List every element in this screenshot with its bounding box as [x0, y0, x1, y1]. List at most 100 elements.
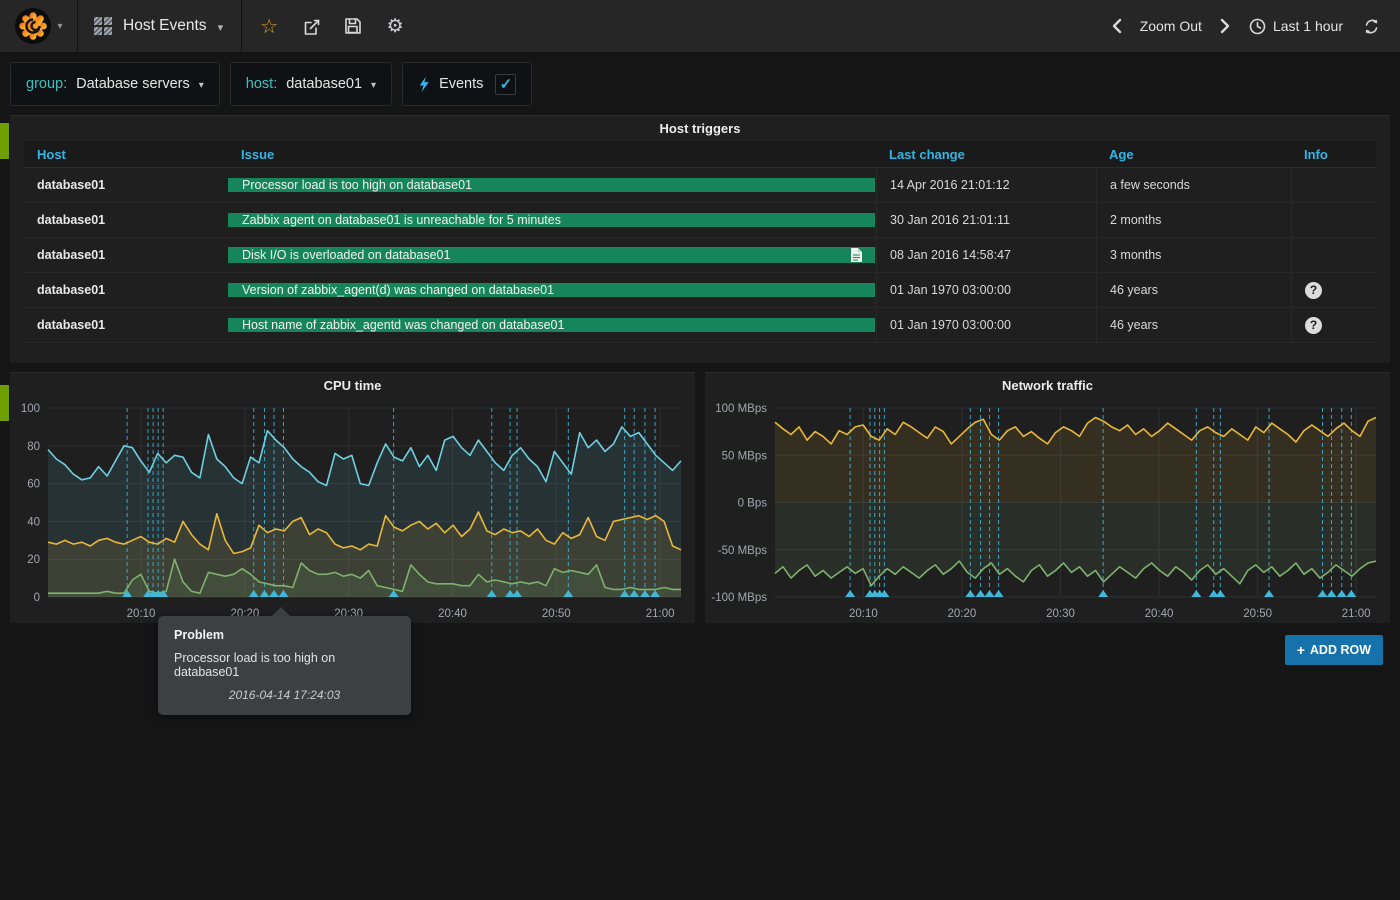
cpu-time-panel-title[interactable]: CPU time [323, 378, 382, 393]
trigger-issue-text: Processor load is too high on database01 [242, 178, 473, 192]
add-row-label: ADD ROW [1309, 643, 1371, 657]
svg-text:20:40: 20:40 [438, 608, 467, 620]
network-traffic-panel-title[interactable]: Network traffic [1001, 378, 1094, 393]
star-icon: ☆ [260, 15, 279, 38]
svg-text:21:00: 21:00 [1342, 608, 1371, 620]
variable-group-label: group: [26, 76, 68, 92]
time-shift-back-button[interactable] [1107, 12, 1126, 40]
svg-text:0 Bps: 0 Bps [738, 498, 768, 510]
column-header-issue: Issue [241, 146, 275, 162]
plus-icon: + [1296, 642, 1305, 658]
host-triggers-panel-title[interactable]: Host triggers [659, 121, 741, 136]
dashboard-picker[interactable]: Host Events ▾ [78, 0, 243, 52]
chevron-right-icon [1220, 18, 1230, 34]
trigger-info-cell: ? [1291, 273, 1376, 307]
events-toggle-label: Events [439, 76, 484, 92]
host-triggers-panel: Host triggers Host Issue Last change Age… [10, 115, 1390, 363]
grafana-menu-caret-icon: ▾ [57, 20, 63, 32]
trigger-issue-severity-pill[interactable]: Version of zabbix_agent(d) was changed o… [228, 283, 875, 297]
trigger-issue-cell: Zabbix agent on database01 is unreachabl… [228, 203, 876, 237]
column-header-age: Age [1109, 146, 1134, 162]
svg-text:20: 20 [27, 554, 40, 566]
zoom-out-button[interactable]: Zoom Out [1139, 18, 1202, 34]
svg-text:20:40: 20:40 [1145, 608, 1174, 620]
trigger-age-cell: 2 months [1096, 203, 1291, 237]
trigger-age-cell: 46 years [1096, 308, 1291, 342]
save-dashboard-button[interactable] [332, 0, 374, 52]
variable-host-value: database01 [286, 76, 363, 92]
host-triggers-table: Host Issue Last change Age Info database… [24, 141, 1376, 343]
star-dashboard-button[interactable]: ☆ [248, 0, 290, 52]
trigger-lastchange-cell: 08 Jan 2016 14:58:47 [876, 238, 1096, 272]
trigger-table-row: database01 Host name of zabbix_agentd was… [24, 308, 1376, 343]
network-traffic-panel: Network traffic -100 MBps -50 MBps 0 Bps 50… [705, 372, 1390, 623]
variable-group-dropdown[interactable]: group: Database servers ▾ [10, 62, 220, 106]
trigger-issue-text: Version of zabbix_agent(d) was changed o… [242, 283, 555, 297]
trigger-issue-severity-pill[interactable]: Host name of zabbix_agentd was changed o… [228, 318, 875, 332]
row-menu-handle[interactable] [0, 123, 9, 159]
trigger-lastchange-cell: 01 Jan 1970 03:00:00 [876, 273, 1096, 307]
trigger-issue-text: Disk I/O is overloaded on database01 [242, 248, 451, 262]
refresh-icon [1365, 19, 1378, 33]
trigger-host-cell: database01 [37, 248, 106, 262]
svg-text:20:10: 20:10 [127, 608, 156, 620]
trigger-issue-severity-pill[interactable]: Zabbix agent on database01 is unreachabl… [228, 213, 875, 227]
trigger-table-row: database01 Version of zabbix_agent(d) was… [24, 273, 1376, 308]
template-variables-bar: group: Database servers ▾ host: database… [0, 52, 1400, 115]
share-dashboard-button[interactable] [290, 0, 332, 52]
trigger-issue-severity-pill[interactable]: Processor load is too high on database01 [228, 178, 875, 192]
trigger-table-row: database01 Zabbix agent on database01 is … [24, 203, 1376, 238]
time-shift-forward-button[interactable] [1216, 12, 1235, 40]
network-traffic-chart[interactable]: -100 MBps -50 MBps 0 Bps 50 MBps 100 MBps 20:… [705, 398, 1390, 623]
chevron-down-icon: ▾ [371, 79, 377, 91]
annotation-tooltip: Problem Processor load is too high on da… [158, 607, 411, 715]
trigger-age-cell: 46 years [1096, 273, 1291, 307]
cpu-time-chart[interactable]: 0 20 40 60 80 100 20:10 20:20 20:30 20:40 20:50 21:… [10, 398, 695, 623]
svg-text:20:50: 20:50 [542, 608, 571, 620]
column-header-host: Host [37, 146, 66, 162]
trigger-lastchange-cell: 01 Jan 1970 03:00:00 [876, 308, 1096, 342]
trigger-lastchange-cell: 14 Apr 2016 21:01:12 [876, 168, 1096, 202]
svg-text:20:20: 20:20 [948, 608, 977, 620]
dashboard-caret-icon: ▾ [217, 21, 224, 34]
annotations-events-toggle[interactable]: Events ✓ [402, 62, 533, 106]
trigger-issue-text: Zabbix agent on database01 is unreachabl… [242, 213, 561, 227]
trigger-issue-cell: Processor load is too high on database01 [228, 168, 876, 202]
svg-text:20:10: 20:10 [849, 608, 878, 620]
trigger-issue-cell: Host name of zabbix_agentd was changed o… [228, 308, 876, 342]
time-range-picker[interactable]: Last 1 hour [1249, 18, 1343, 35]
clock-icon [1249, 18, 1266, 34]
refresh-button[interactable] [1359, 12, 1384, 41]
dashboard-title: Host Events [123, 17, 207, 34]
dashboard-grid-icon [94, 17, 112, 35]
dashboard-settings-button[interactable]: ⚙ [374, 0, 416, 52]
events-checkbox[interactable]: ✓ [495, 73, 517, 95]
variable-host-dropdown[interactable]: host: database01 ▾ [229, 62, 393, 106]
trigger-table-row: database01 Processor load is too high on … [24, 168, 1376, 203]
chevron-left-icon [1112, 18, 1121, 34]
variable-host-label: host: [245, 76, 278, 92]
add-row-button[interactable]: + ADD ROW [1284, 635, 1383, 665]
trigger-table-row: database01 Disk I/O is overloaded on data… [24, 238, 1376, 273]
cpu-time-panel: CPU time 0 20 40 60 80 100 20:10 20:20 20:30 20:4… [10, 372, 695, 623]
trigger-info-cell: ? [1291, 308, 1376, 342]
tooltip-time: 2016-04-14 17:24:03 [228, 688, 341, 702]
document-icon[interactable] [850, 247, 863, 263]
grafana-menu-button[interactable]: ▾ [0, 0, 78, 52]
charts-row: CPU time 0 20 40 60 80 100 20:10 20:20 20:30 20:4… [10, 372, 1390, 623]
variable-group-value: Database servers [76, 76, 190, 92]
svg-text:60: 60 [27, 479, 40, 491]
trigger-lastchange-cell: 30 Jan 2016 21:01:11 [876, 203, 1096, 237]
trigger-issue-severity-pill[interactable]: Disk I/O is overloaded on database01 [228, 247, 875, 263]
tooltip-text: Processor load is too high on database01 [174, 651, 336, 679]
svg-text:-100 MBps: -100 MBps [711, 592, 767, 604]
row-menu-handle[interactable] [0, 385, 9, 421]
top-navbar: ▾ Host Events ▾ ☆ ⚙ Zoom Out [0, 0, 1400, 52]
info-question-icon[interactable]: ? [1305, 281, 1322, 299]
trigger-issue-cell: Version of zabbix_agent(d) was changed o… [228, 273, 876, 307]
info-question-icon[interactable]: ? [1305, 316, 1322, 334]
svg-text:-50 MBps: -50 MBps [718, 545, 767, 557]
gear-icon: ⚙ [386, 15, 404, 37]
save-icon [345, 18, 361, 34]
lightning-bolt-icon [419, 76, 429, 93]
